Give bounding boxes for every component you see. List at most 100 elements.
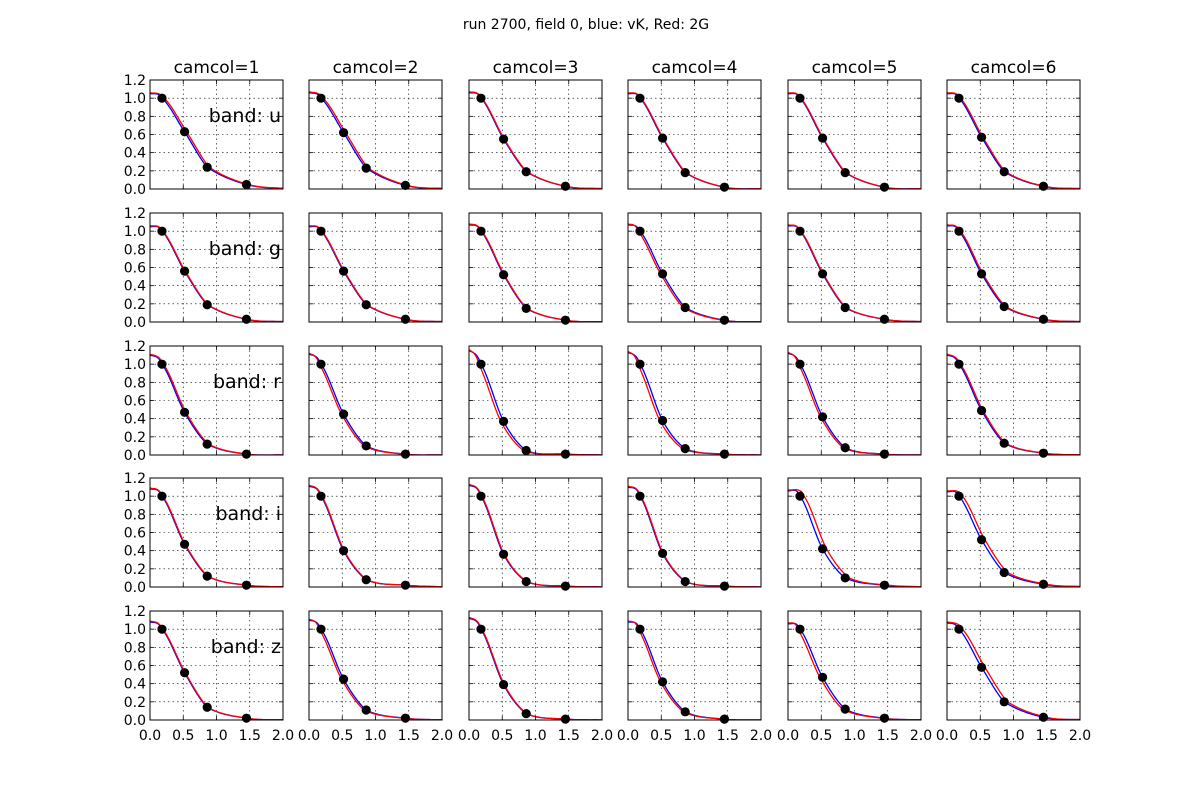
data-point — [795, 491, 805, 501]
data-point — [657, 415, 668, 426]
series-line-2G — [309, 225, 442, 322]
data-point — [476, 491, 486, 501]
data-point — [560, 581, 571, 591]
series-line-2G — [947, 490, 1080, 587]
series-line-2G — [150, 92, 283, 189]
band-label: band: u — [209, 105, 281, 127]
data-point — [635, 359, 645, 369]
panel-r5-c6: 0.0 0.5 1.0 1.5 2.0 — [936, 610, 1091, 744]
data-point — [976, 662, 987, 672]
data-point — [657, 548, 668, 558]
panel-r3-c2 — [308, 345, 443, 459]
x-tick-label: 0.5 — [650, 728, 672, 744]
data-point — [498, 270, 509, 280]
y-tick-label: 0.0 — [124, 182, 146, 198]
x-tick-label: 1.0 — [843, 728, 865, 744]
data-point — [202, 439, 212, 449]
panel-r1-c3: camcol=3 — [468, 58, 603, 191]
x-tick-label: 0.0 — [458, 728, 480, 744]
x-tick-label: 2.0 — [431, 728, 453, 744]
data-point — [241, 179, 252, 190]
column-title: camcol=2 — [333, 58, 419, 78]
data-point — [657, 269, 668, 279]
panel-r4-c4 — [627, 477, 762, 591]
data-point — [954, 491, 964, 501]
data-point — [338, 128, 349, 138]
x-tick-label: 0.0 — [139, 728, 161, 744]
data-point — [817, 544, 828, 554]
data-point — [521, 445, 531, 456]
y-tick-label: 0.6 — [124, 128, 146, 144]
x-tick-label: 1.0 — [364, 728, 386, 744]
data-point — [840, 573, 850, 583]
data-point — [521, 576, 531, 587]
data-point — [179, 127, 190, 137]
y-tick-label: 0.6 — [124, 394, 146, 410]
data-point — [179, 539, 190, 549]
x-tick-label: 1.5 — [717, 728, 739, 744]
series-line-2G — [469, 91, 602, 189]
series-line-2G — [469, 483, 602, 587]
data-point — [157, 491, 167, 501]
series-line-vK — [628, 224, 761, 322]
data-point — [498, 134, 509, 144]
panel-r4-c3 — [468, 477, 603, 591]
data-point — [400, 180, 411, 190]
series-line-vK — [469, 349, 602, 455]
data-point — [817, 412, 828, 422]
y-tick-label: 1.0 — [124, 489, 146, 505]
x-tick-label: 2.0 — [272, 728, 294, 744]
panel-r2-c1: 0.0 0.2 0.4 0.6 0.8 1.0 1.2 band: g — [124, 206, 284, 331]
panel-r2-c5 — [787, 212, 922, 324]
column-title: camcol=3 — [493, 58, 579, 78]
y-tick-label: 1.0 — [124, 622, 146, 638]
data-point — [840, 704, 850, 714]
y-tick-label: 0.2 — [124, 562, 146, 578]
y-tick-label: 0.4 — [124, 544, 146, 560]
y-tick-label: 1.2 — [124, 73, 146, 89]
y-tick-label: 0.4 — [124, 412, 146, 428]
data-point — [157, 359, 167, 369]
data-point — [316, 226, 326, 236]
data-point — [817, 269, 828, 279]
x-tick-label: 2.0 — [750, 728, 772, 744]
panel-r2-c4 — [627, 212, 762, 325]
panel-r5-c4: 0.0 0.5 1.0 1.5 2.0 — [617, 610, 772, 744]
data-point — [635, 226, 645, 236]
data-point — [680, 707, 690, 717]
data-point — [999, 567, 1009, 578]
data-point — [635, 491, 645, 501]
panel-r5-c1: 0.0 0.2 0.4 0.6 0.8 1.0 1.2 band: z 0.0 0.5 1.0 1.5… — [124, 604, 294, 744]
x-tick-label: 0.5 — [810, 728, 832, 744]
data-point — [361, 441, 371, 451]
x-tick-label: 1.5 — [1036, 728, 1058, 744]
x-tick-label: 1.5 — [398, 728, 420, 744]
data-point — [999, 697, 1009, 707]
data-point — [795, 624, 805, 634]
data-point — [680, 444, 690, 454]
data-point — [316, 359, 326, 369]
data-point — [361, 705, 371, 715]
data-point — [202, 571, 212, 581]
band-label: band: z — [211, 636, 281, 658]
data-point — [476, 93, 486, 103]
data-point — [498, 679, 509, 690]
data-point — [999, 167, 1009, 177]
data-point — [361, 300, 371, 310]
data-point — [361, 163, 371, 173]
panel-r5-c3: 0.0 0.5 1.0 1.5 2.0 — [458, 610, 613, 744]
data-point — [241, 449, 252, 459]
data-point — [976, 132, 987, 142]
figure-title: run 2700, field 0, blue: vK, Red: 2G — [463, 17, 709, 33]
panel-r4-c6 — [946, 477, 1081, 589]
series-line-2G — [628, 350, 761, 455]
y-tick-label: 1.0 — [124, 91, 146, 107]
band-label: band: r — [213, 371, 281, 393]
panel-r1-c1: 0.0 0.2 0.4 0.6 0.8 1.0 1.2 band: u camcol=1 — [124, 58, 284, 198]
data-point — [521, 167, 531, 177]
data-point — [954, 226, 964, 236]
x-tick-label: 1.5 — [558, 728, 580, 744]
data-point — [521, 709, 531, 719]
data-point — [719, 714, 730, 724]
data-point — [954, 359, 964, 369]
